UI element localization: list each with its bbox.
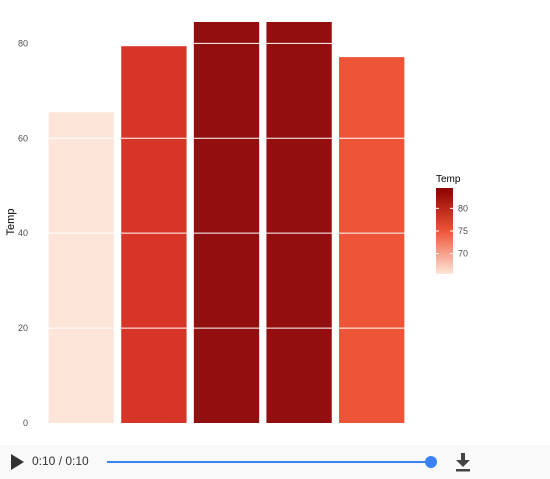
- y-tick-label-0: 0: [23, 418, 28, 428]
- y-tick-label-60: 60: [18, 133, 28, 143]
- legend-colorbar: [436, 188, 453, 274]
- download-icon[interactable]: [454, 452, 472, 472]
- time-display: 0:10 / 0:10: [32, 454, 89, 468]
- y-axis-title: Temp: [5, 209, 17, 236]
- legend: Temp 70 75 80: [436, 174, 468, 274]
- legend-label-70: 70: [458, 249, 468, 259]
- legend-label-75: 75: [458, 226, 468, 236]
- bar-1: [48, 112, 114, 424]
- bar-4: [266, 22, 332, 423]
- bar-5: [339, 57, 405, 424]
- y-tick-label-40: 40: [18, 228, 28, 238]
- play-icon[interactable]: [9, 453, 25, 471]
- bar-2: [121, 46, 187, 423]
- y-axis-ticks: 0 20 40 60 80: [18, 38, 28, 428]
- bar-3: [193, 22, 260, 423]
- y-tick-label-20: 20: [18, 323, 28, 333]
- legend-ticks: 70 75 80: [436, 203, 468, 259]
- legend-title: Temp: [436, 174, 461, 185]
- y-tick-label-80: 80: [18, 38, 28, 48]
- bars: [48, 22, 405, 424]
- gridlines: [45, 42, 408, 329]
- seek-progress: [107, 461, 431, 463]
- media-player: 0:10 / 0:10: [0, 445, 550, 479]
- chart: 0 20 40 60 80 Temp Temp 70 75 80: [5, 22, 468, 428]
- seek-thumb[interactable]: [425, 456, 437, 468]
- seek-bar[interactable]: [107, 456, 437, 468]
- legend-label-80: 80: [458, 203, 468, 213]
